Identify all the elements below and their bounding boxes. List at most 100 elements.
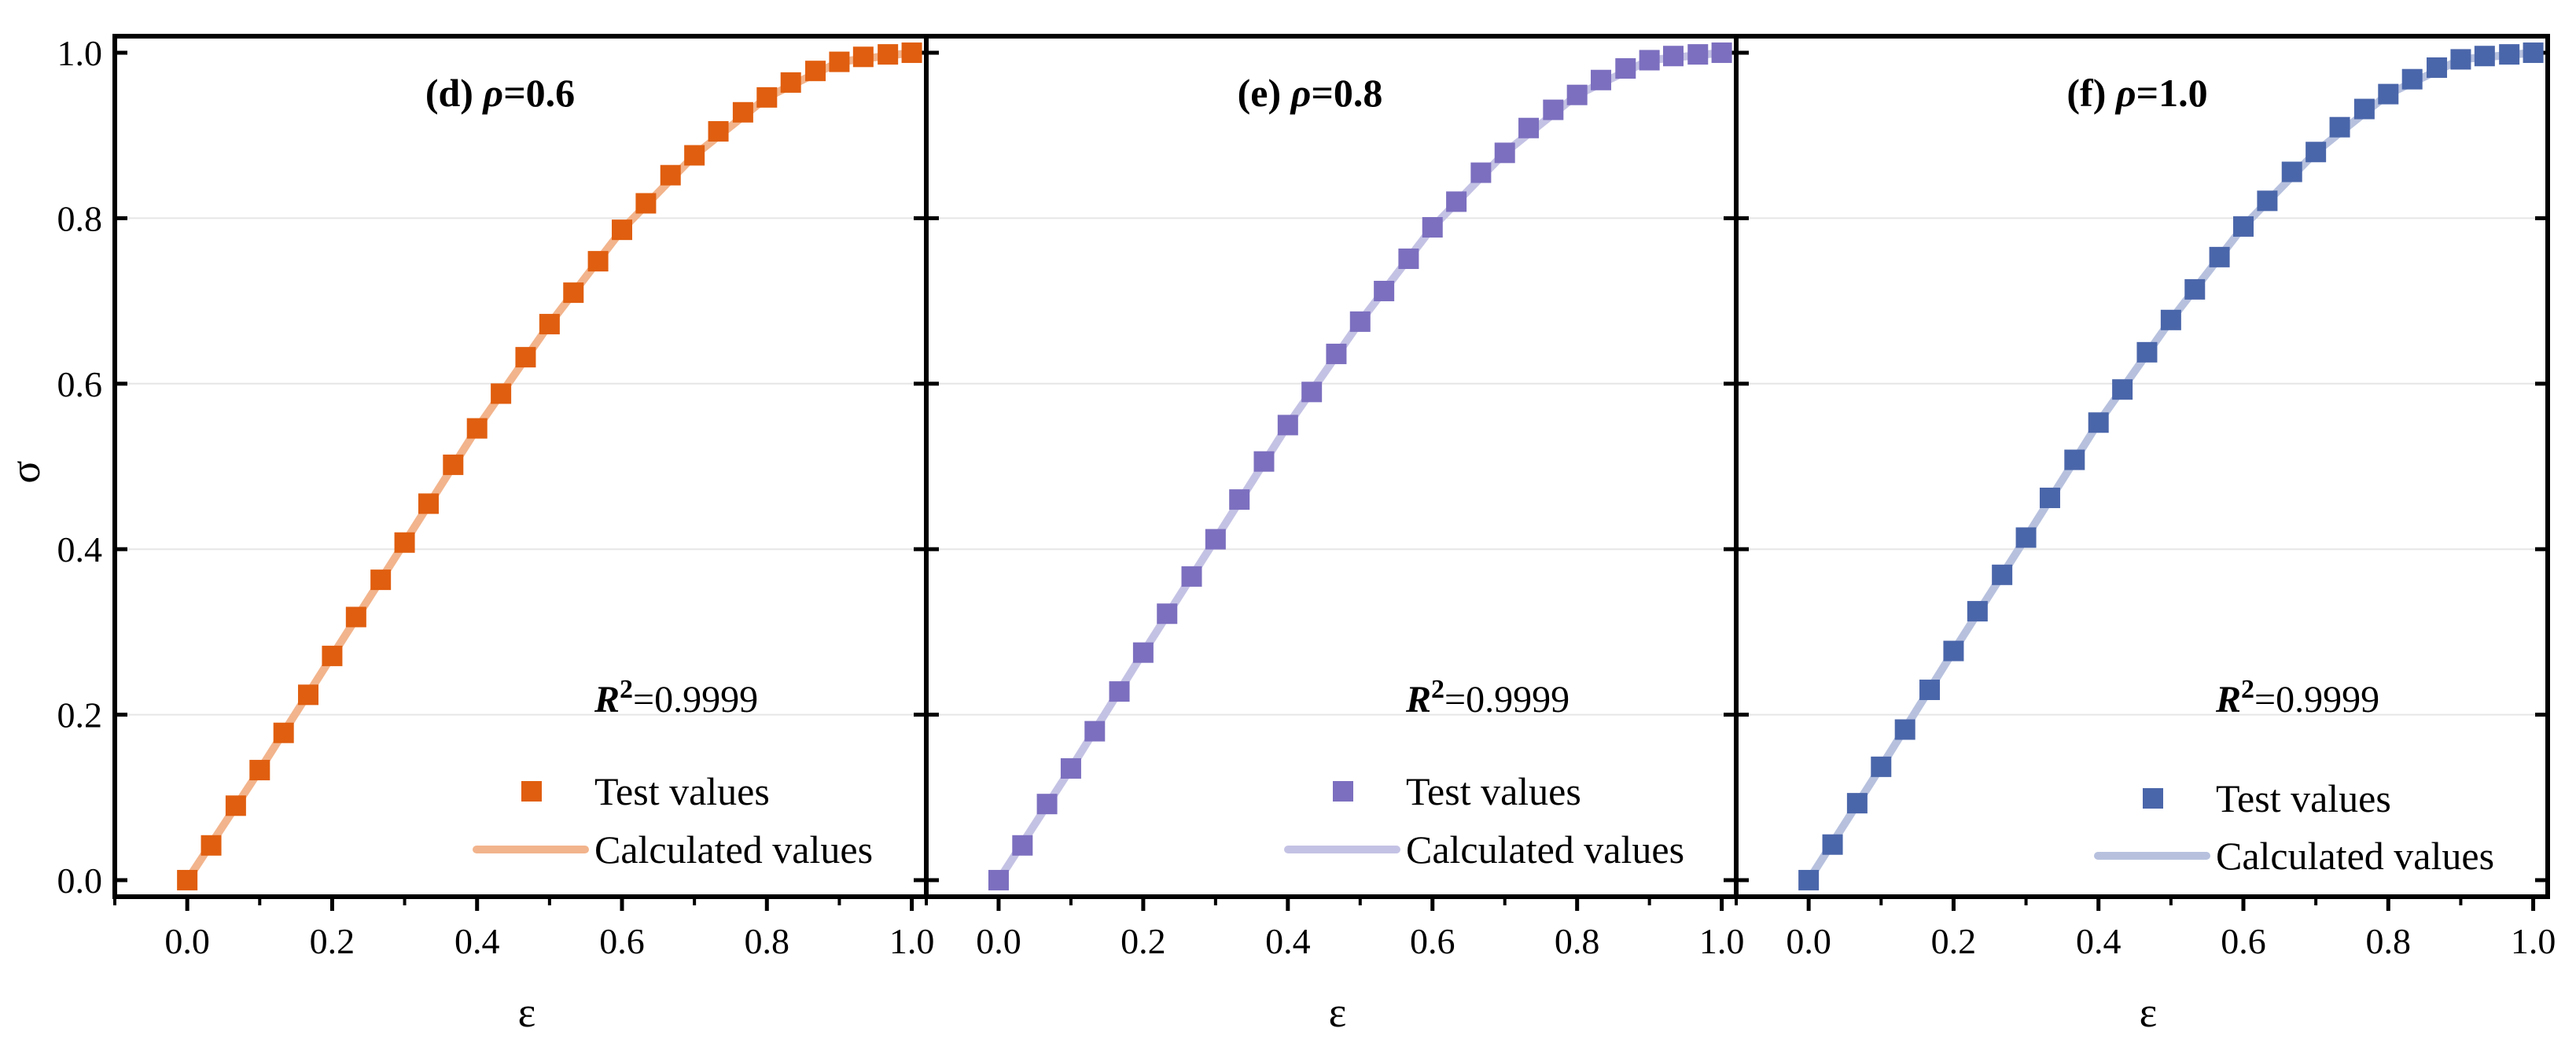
r-symbol: R bbox=[2215, 679, 2241, 721]
data-point bbox=[587, 251, 609, 272]
data-point bbox=[1012, 835, 1033, 856]
x-tick-label: 1.0 bbox=[1699, 921, 1745, 961]
panel-title-prefix: (e) bbox=[1238, 71, 1291, 115]
legend-marker bbox=[1333, 781, 1353, 802]
y-tick-label: 0.4 bbox=[57, 529, 103, 569]
y-tick-label: 0.0 bbox=[57, 861, 103, 901]
data-point bbox=[1992, 564, 2013, 585]
data-point bbox=[1711, 42, 1732, 64]
x-axis-title: ε bbox=[2140, 989, 2158, 1036]
data-point bbox=[1687, 44, 1709, 65]
data-point bbox=[1301, 381, 1323, 403]
legend-label-test: Test values bbox=[594, 769, 770, 813]
data-point bbox=[201, 835, 222, 856]
x-axis-title: ε bbox=[1329, 989, 1347, 1036]
r-squared-annotation: R2=0.9999 bbox=[594, 675, 758, 721]
x-tick-label: 0.8 bbox=[2366, 921, 2412, 961]
data-point bbox=[2233, 216, 2254, 237]
x-tick-label: 0.0 bbox=[976, 921, 1021, 961]
r-symbol: R bbox=[594, 679, 620, 721]
data-point bbox=[2306, 142, 2327, 163]
data-point bbox=[1205, 529, 1226, 550]
x-tick-label: 0.4 bbox=[1265, 921, 1311, 961]
panel-title: (d) ρ=0.6 bbox=[425, 71, 575, 115]
data-point bbox=[780, 72, 801, 93]
r-value: =0.9999 bbox=[2254, 679, 2379, 721]
data-point bbox=[1639, 50, 1660, 71]
data-point bbox=[2401, 68, 2423, 90]
data-point bbox=[635, 193, 657, 214]
data-point bbox=[1662, 46, 1684, 67]
data-point bbox=[901, 42, 922, 64]
data-point bbox=[1446, 191, 1467, 212]
data-point bbox=[1846, 793, 1868, 814]
data-point bbox=[2427, 57, 2448, 78]
legend-label-test: Test values bbox=[2216, 776, 2391, 820]
panel-frame bbox=[112, 34, 929, 899]
data-point bbox=[1132, 642, 1154, 663]
data-point bbox=[829, 51, 850, 72]
data-point bbox=[515, 347, 536, 368]
panel-title: (f) ρ=1.0 bbox=[2066, 71, 2207, 115]
data-point bbox=[1518, 117, 1540, 138]
data-point bbox=[418, 493, 439, 514]
r-superscript: 2 bbox=[1431, 675, 1444, 704]
panel-3: 0.0 0.2 0.4 0.6 0.8 1.0 ε (f) ρ=1.0 R2=0.9999 Tes… bbox=[1734, 34, 2556, 1036]
panel-2: 0.0 0.2 0.4 0.6 0.8 1.0 ε (e) ρ=0.8 R2=0.9999 Tes… bbox=[924, 34, 1745, 1036]
data-point bbox=[612, 219, 632, 241]
panel-title-symbol: ρ bbox=[2114, 71, 2136, 115]
data-point bbox=[1919, 680, 1941, 701]
data-point bbox=[1566, 84, 1588, 105]
x-tick-label: 0.4 bbox=[454, 921, 500, 961]
panel-title-symbol: ρ bbox=[1290, 71, 1312, 115]
data-point bbox=[322, 645, 343, 666]
data-point bbox=[756, 87, 778, 108]
r-value: =0.9999 bbox=[1444, 679, 1570, 721]
data-point bbox=[394, 532, 415, 553]
data-point bbox=[1591, 69, 1612, 90]
r-value: =0.9999 bbox=[633, 679, 758, 721]
legend-label-calculated: Calculated values bbox=[2216, 834, 2494, 878]
data-point bbox=[1109, 681, 1130, 702]
calculated-line bbox=[994, 49, 1726, 884]
data-point bbox=[443, 454, 464, 475]
data-point bbox=[1398, 248, 1419, 269]
data-point bbox=[1181, 566, 1202, 587]
data-point bbox=[2257, 190, 2278, 212]
y-axis-title: σ bbox=[2, 460, 49, 483]
data-point bbox=[2136, 341, 2158, 363]
data-point bbox=[177, 869, 198, 890]
panel-frame bbox=[924, 34, 1739, 899]
r-symbol: R bbox=[1405, 679, 1431, 721]
data-point bbox=[660, 164, 681, 186]
r-squared-annotation: R2=0.9999 bbox=[2215, 675, 2379, 721]
data-point bbox=[1615, 58, 1636, 79]
data-point bbox=[1060, 757, 1081, 779]
data-point bbox=[2112, 379, 2133, 400]
x-tick-label: 0.6 bbox=[1410, 921, 1455, 961]
data-point bbox=[1326, 343, 1347, 364]
x-tick-label: 0.8 bbox=[745, 921, 790, 961]
data-point bbox=[539, 314, 560, 335]
data-point bbox=[345, 606, 366, 628]
r-superscript: 2 bbox=[620, 675, 633, 704]
panel-title: (e) ρ=0.8 bbox=[1238, 71, 1383, 115]
x-tick-label: 0.4 bbox=[2076, 921, 2122, 961]
data-point bbox=[852, 46, 874, 68]
data-point bbox=[1943, 640, 1964, 662]
data-point bbox=[805, 61, 826, 82]
data-point bbox=[1894, 719, 1915, 740]
data-point bbox=[563, 282, 584, 304]
legend-label-calculated: Calculated values bbox=[1406, 827, 1684, 872]
legend-marker bbox=[2143, 788, 2163, 809]
data-point bbox=[1253, 451, 1275, 472]
r-superscript: 2 bbox=[2241, 675, 2254, 704]
legend-label-calculated: Calculated values bbox=[594, 827, 873, 872]
data-point bbox=[2378, 83, 2399, 105]
data-point bbox=[1084, 721, 1106, 742]
data-point bbox=[225, 795, 246, 816]
data-point bbox=[732, 101, 753, 123]
data-point bbox=[1494, 142, 1515, 164]
data-point bbox=[2064, 449, 2085, 470]
